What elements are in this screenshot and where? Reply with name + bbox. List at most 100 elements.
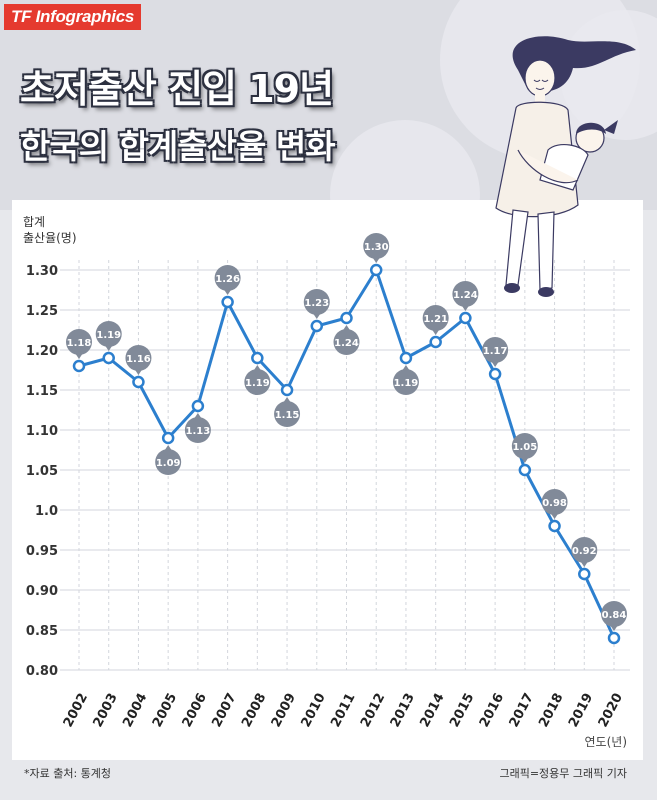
x-tick-label: 2015 <box>447 691 477 730</box>
brand-logo: TF Infographics <box>4 4 142 30</box>
x-tick-label: 2006 <box>180 691 210 730</box>
data-point <box>548 519 561 533</box>
y-tick-label: 0.85 <box>26 624 58 639</box>
page-subtitle: 한국의 합계출산율 변화 <box>20 127 336 166</box>
dress-shape <box>495 101 579 218</box>
data-point <box>340 311 353 325</box>
x-axis-unit-label: 연도(년) <box>584 735 627 749</box>
data-label-badge <box>422 305 449 331</box>
data-label: 1.24 <box>453 290 478 301</box>
data-label: 1.24 <box>334 338 359 349</box>
y-tick-label: 1.0 <box>35 504 58 519</box>
data-point <box>191 399 205 413</box>
data-label-badge <box>274 401 301 427</box>
data-label-badge <box>452 281 479 307</box>
x-tick-label: 2004 <box>120 691 150 730</box>
data-label-badge <box>125 345 152 371</box>
data-label: 1.13 <box>186 426 211 437</box>
x-tick-label: 2014 <box>417 691 447 730</box>
data-point <box>72 359 86 373</box>
data-point <box>399 351 413 365</box>
data-label: 1.30 <box>364 242 389 253</box>
neck-shape <box>535 94 545 104</box>
data-point <box>607 631 621 645</box>
x-tick-label: 2011 <box>328 691 358 730</box>
data-label: 1.21 <box>423 314 448 325</box>
line-chart: 0.80 0.85 0.90 0.95 1.0 1.05 1.10 1.15 1.20 1.25 1… <box>26 233 630 730</box>
data-label: 1.26 <box>215 274 240 285</box>
y-tick-label: 1.25 <box>26 304 58 319</box>
data-label: 0.92 <box>572 546 597 557</box>
data-label-badge <box>184 417 211 443</box>
data-label-badge <box>244 369 271 395</box>
x-tick-label: 2019 <box>566 691 596 730</box>
y-tick-label: 1.30 <box>26 264 58 279</box>
x-tick-label: 2013 <box>388 691 418 730</box>
y-tick-label: 0.80 <box>26 664 58 679</box>
data-label-badge <box>155 449 182 475</box>
x-tick-label: 2009 <box>269 691 299 730</box>
x-tick-label: 2020 <box>596 691 626 730</box>
shoe-shape <box>538 287 554 297</box>
data-label: 1.18 <box>67 338 92 349</box>
data-label: 1.23 <box>304 298 329 309</box>
arm-shape <box>517 149 579 184</box>
data-label: 1.15 <box>275 410 300 421</box>
data-point <box>488 367 502 381</box>
x-tick-label: 2007 <box>209 691 239 730</box>
data-label: 1.19 <box>96 330 121 341</box>
x-tick-label: 2005 <box>150 691 180 730</box>
y-tick-label: 0.90 <box>26 584 58 599</box>
data-point <box>251 351 264 365</box>
data-label-badge <box>601 601 627 627</box>
smile-shape <box>535 87 545 90</box>
data-label-badge <box>333 329 360 355</box>
data-point <box>578 567 591 581</box>
data-label-badge <box>363 233 390 259</box>
y-tick-label: 1.05 <box>26 464 58 479</box>
data-point <box>161 431 175 445</box>
face-shape <box>524 59 556 97</box>
y-tick-label: 1.15 <box>26 384 58 399</box>
data-label: 1.19 <box>245 378 270 389</box>
data-label: 1.17 <box>483 346 508 357</box>
data-label-badge <box>392 369 419 395</box>
mother-child-illustration <box>495 36 636 297</box>
eyes-shape <box>533 79 549 82</box>
x-tick-label: 2010 <box>299 691 329 730</box>
data-label-badge <box>214 265 241 291</box>
child-hair-shape <box>576 122 606 134</box>
x-tick-label: 2017 <box>507 691 537 730</box>
y-tick-label: 1.10 <box>26 424 58 439</box>
data-label-badge <box>66 329 92 355</box>
data-label-badge <box>95 321 122 347</box>
background-bubble <box>560 10 657 140</box>
y-axis-label: 합계 출산율(명) <box>23 214 77 246</box>
page-title: 초저출산 진입 19년 <box>20 67 334 111</box>
x-tick-label: 2003 <box>91 691 121 730</box>
data-point <box>310 319 324 333</box>
child-ponytail-shape <box>604 120 618 134</box>
y-axis-label-line1: 합계 <box>23 215 46 229</box>
footer <box>0 760 657 800</box>
x-tick-label: 2016 <box>477 691 507 730</box>
leg-shape <box>505 209 529 286</box>
data-label-badge <box>541 489 568 515</box>
data-label-badge <box>571 537 598 563</box>
data-point <box>369 263 383 277</box>
data-label-badge <box>303 289 330 315</box>
data-label: 0.98 <box>542 498 567 509</box>
data-point <box>132 375 145 389</box>
y-tick-label: 0.95 <box>26 544 58 559</box>
data-label: 0.84 <box>602 610 627 621</box>
graphic-credit: 그래픽=정용무 그래픽 기자 <box>499 767 627 780</box>
data-label-badge <box>482 337 509 363</box>
x-tick-label: 2002 <box>61 691 91 730</box>
data-label: 1.19 <box>394 378 419 389</box>
data-label: 1.05 <box>512 442 537 453</box>
data-point <box>221 295 234 309</box>
x-tick-label: 2008 <box>239 691 269 730</box>
source-note: *자료 출처: 통계청 <box>24 767 112 780</box>
data-label: 1.09 <box>156 458 181 469</box>
